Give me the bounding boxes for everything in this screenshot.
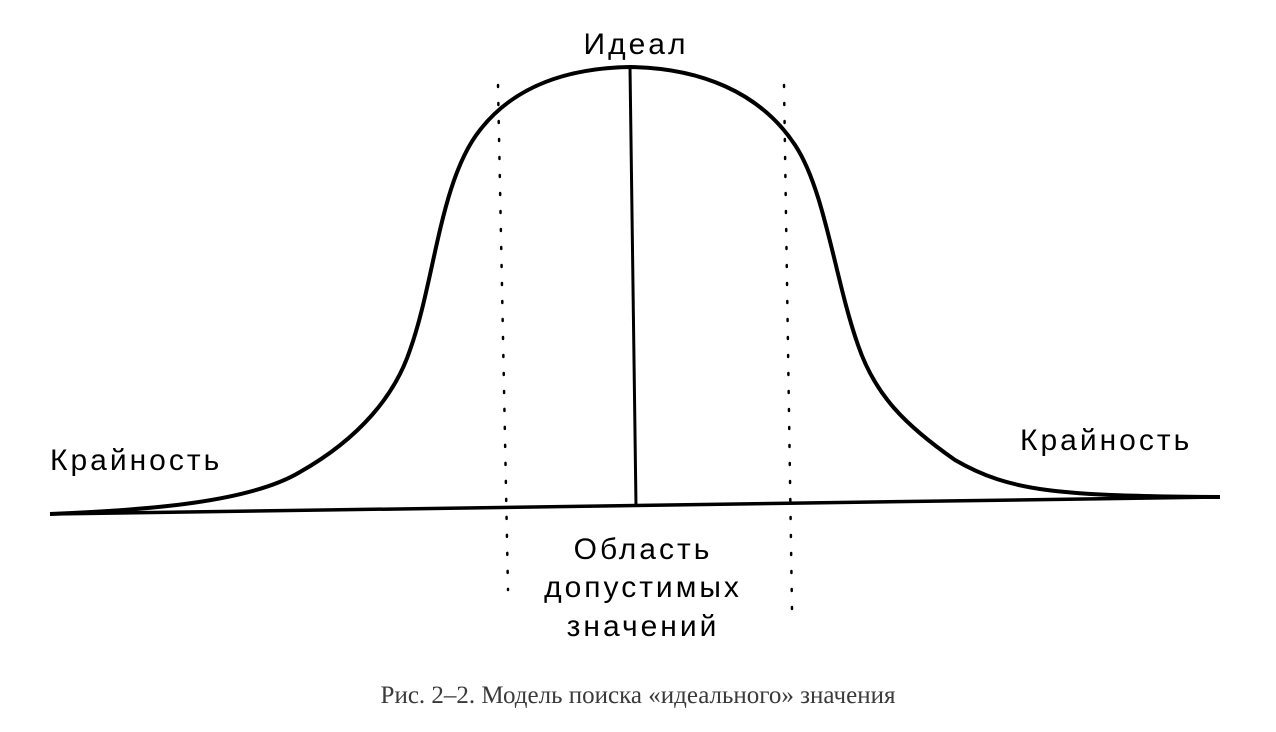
- extreme-left-label: Крайность: [50, 444, 222, 477]
- acceptable-area-label-line-1: Область: [574, 533, 713, 566]
- figure-caption: Рис. 2–2. Модель поиска «идеального» зна…: [381, 682, 896, 709]
- extreme-right-label: Крайность: [1020, 424, 1192, 457]
- ideal-line: [628, 66, 638, 507]
- acceptable-area-label-line-2: допустимых: [544, 571, 742, 604]
- right-boundary-dotted-line: [782, 83, 794, 612]
- ideal-label: Идеал: [584, 28, 689, 61]
- acceptable-area-label-line-3: значений: [567, 610, 720, 643]
- left-boundary-dotted-line: [496, 83, 510, 592]
